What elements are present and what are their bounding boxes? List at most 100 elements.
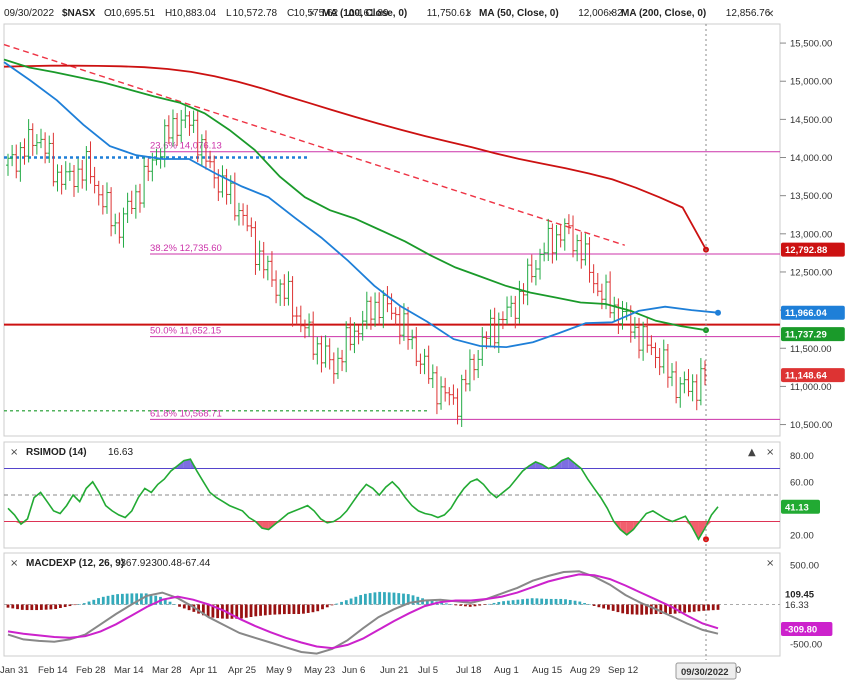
macd-remove-icon[interactable]: × bbox=[766, 558, 774, 569]
macd-histogram-bar bbox=[521, 599, 525, 605]
price-ytick-label: 14,000.00 bbox=[790, 153, 832, 164]
macd-histogram-bar bbox=[692, 604, 696, 612]
macd-histogram-bar bbox=[659, 604, 663, 615]
macd-histogram-bar bbox=[449, 604, 453, 605]
macd-histogram-bar bbox=[263, 604, 267, 616]
ohlc-value-2: 10,572.78 bbox=[233, 8, 278, 19]
ma-label-1: MA (50, Close, 0) bbox=[479, 8, 559, 19]
rsi-oversold-fill bbox=[262, 521, 269, 530]
macd-histogram-bar bbox=[402, 593, 405, 605]
macd-histogram-bar bbox=[626, 604, 629, 615]
ohlc-label-1: H bbox=[165, 8, 172, 19]
ma200-last-tag-bg bbox=[781, 242, 845, 257]
macd-histogram-bar bbox=[668, 604, 672, 615]
macd-histogram-bar bbox=[583, 603, 586, 605]
macd-histogram-bar bbox=[287, 604, 291, 615]
macd-histogram-bar bbox=[325, 604, 329, 608]
rsi-ytick-label: 20.00 bbox=[790, 530, 814, 541]
macd-histogram-bar bbox=[440, 602, 444, 605]
macd-histogram-bar bbox=[49, 604, 53, 610]
macd-histogram-bar bbox=[201, 604, 205, 616]
macd-histogram-bar bbox=[321, 604, 324, 610]
macd-histogram-bar bbox=[368, 593, 372, 605]
x-tick-label-14: Aug 15 bbox=[532, 665, 562, 676]
macd-histogram-bar bbox=[173, 604, 177, 605]
ohlc-value-3: 10,575.62 bbox=[294, 8, 339, 19]
macd-histogram-bar bbox=[459, 604, 463, 606]
x-tick-label-1: Feb 14 bbox=[38, 665, 68, 676]
macd-histogram-bar bbox=[602, 604, 606, 609]
macd-histogram-bar bbox=[392, 592, 396, 605]
fib-label-0: 23.6% 14,076.13 bbox=[150, 141, 222, 152]
macd-histogram-bar bbox=[20, 604, 24, 610]
macd-ytick-label: 500.00 bbox=[790, 560, 819, 571]
macd-histogram-bar bbox=[468, 604, 472, 607]
macd-histogram-bar bbox=[511, 600, 515, 605]
macd-hist-last-tag-bg bbox=[781, 586, 827, 601]
ma100-last-tag-bg bbox=[781, 327, 845, 342]
macd-close-icon[interactable]: × bbox=[10, 558, 18, 569]
macd-histogram-bar bbox=[178, 604, 181, 607]
macd-histogram-bar bbox=[359, 595, 363, 605]
macd-histogram-bar bbox=[78, 604, 81, 605]
ohlc-label-4: Δ bbox=[348, 8, 355, 19]
macd-histogram-bar bbox=[635, 604, 639, 615]
header-symbol: $NASX bbox=[62, 8, 96, 19]
macd-histogram-bar bbox=[297, 604, 301, 615]
macd-histogram-bar bbox=[87, 601, 91, 605]
macd-histogram-bar bbox=[621, 604, 625, 614]
x-tick-label-4: Mar 28 bbox=[152, 665, 182, 676]
ma100-last-tag: 11,737.29 bbox=[785, 330, 827, 341]
macd-histogram-bar bbox=[187, 604, 191, 611]
macd-histogram-bar bbox=[44, 604, 48, 610]
rsi-last-tag-bg bbox=[781, 499, 820, 514]
macd-histogram-bar bbox=[478, 604, 482, 606]
rsi-move-up-icon[interactable]: ▲ bbox=[748, 447, 756, 458]
macd-histogram-bar bbox=[444, 603, 448, 605]
ohlc-values: O10,695.51 H 10,883.04 L 10,572.78 C 10,575.62… bbox=[104, 8, 389, 19]
macd-histogram-bar bbox=[144, 593, 148, 605]
macd-histogram-bar bbox=[535, 598, 539, 605]
macd-histogram-bar bbox=[597, 604, 601, 608]
price-ytick-label: 11,500.00 bbox=[790, 344, 832, 355]
macd-histogram-bar bbox=[30, 604, 34, 611]
macd-histogram-bar bbox=[335, 603, 339, 605]
ohlc-value-0: 10,695.51 bbox=[111, 8, 156, 19]
macd-histogram-bar bbox=[716, 604, 720, 610]
rsi-overbought-fill bbox=[183, 459, 191, 469]
macd-histogram-bar bbox=[244, 604, 248, 618]
ohlc-label-3: C bbox=[287, 8, 294, 19]
rsi-oversold-fill bbox=[698, 521, 705, 540]
macd-histogram-bar bbox=[6, 604, 10, 608]
rsi-remove-icon[interactable]: × bbox=[766, 447, 774, 458]
price-ytick-label: 11,000.00 bbox=[790, 382, 832, 393]
ma-label-0: MA (100, Close, 0) bbox=[322, 8, 407, 19]
x-tick-label-6: Apr 25 bbox=[228, 665, 256, 676]
macd-histogram-bar bbox=[702, 604, 706, 611]
macd-histogram-bar bbox=[607, 604, 610, 610]
macd-value-1: -367.92 bbox=[117, 558, 151, 569]
price-ytick-label: 15,000.00 bbox=[790, 77, 832, 88]
macd-histogram-bar bbox=[592, 604, 596, 606]
rsi-oversold-fill bbox=[620, 521, 627, 535]
macd-histogram-bar bbox=[292, 604, 296, 615]
macd-histogram-bar bbox=[578, 601, 582, 605]
rsi-overbought-fill bbox=[535, 461, 543, 469]
price-ytick-label: 14,500.00 bbox=[790, 115, 832, 126]
rsi-overbought-fill bbox=[568, 457, 575, 469]
macd-histogram-bar bbox=[254, 604, 258, 617]
ma-remove-icon-1: × bbox=[466, 8, 472, 19]
macd-histogram-bar bbox=[101, 596, 105, 605]
macd-histogram-bar bbox=[630, 604, 634, 615]
rsi-close-icon[interactable]: × bbox=[10, 447, 18, 458]
ma-value-0: 11,750.61 bbox=[427, 8, 471, 19]
macd-histogram-bar bbox=[230, 604, 234, 619]
price-panel: 15,500.00 15,000.00 14,500.00 14,000.00 13,5… bbox=[3, 23, 845, 437]
macd-histogram-bar bbox=[483, 604, 486, 605]
rsi-title: RSIMOD (14) bbox=[26, 447, 87, 458]
macd-histogram-bar bbox=[363, 593, 367, 605]
price-ytick-label: 12,500.00 bbox=[790, 267, 832, 278]
close-icon[interactable]: ✕ bbox=[766, 9, 774, 20]
fib-label-1: 38.2% 12,735.60 bbox=[150, 243, 222, 254]
